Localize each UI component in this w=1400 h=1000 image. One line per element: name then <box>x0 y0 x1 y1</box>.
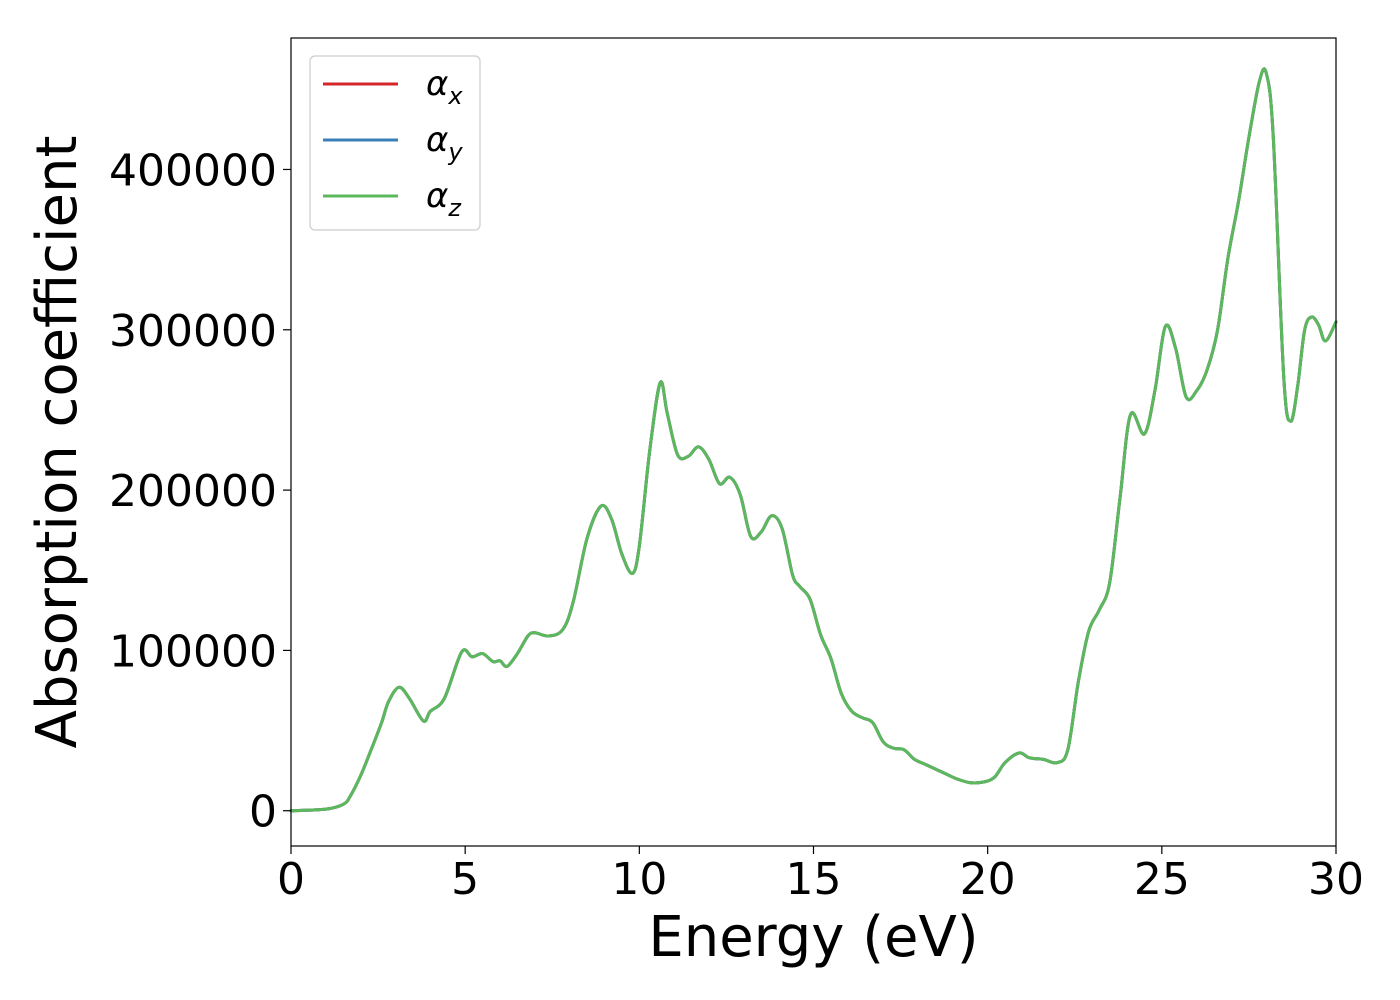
x-tick-label: 30 <box>1308 854 1364 905</box>
legend-label-y: αy <box>426 120 463 166</box>
legend: αx αy αz <box>309 55 481 231</box>
x-tick-label: 20 <box>960 854 1016 905</box>
legend-label-z: αz <box>426 176 462 222</box>
legend-box <box>309 55 481 231</box>
x-tick-label: 10 <box>611 854 667 905</box>
x-tick-label: 15 <box>786 854 842 905</box>
y-tick-label: 0 <box>249 787 277 838</box>
y-tick-label: 100000 <box>109 626 277 677</box>
y-tick-label: 200000 <box>109 466 277 517</box>
y-axis-ticks: 0 100000 200000 300000 400000 <box>109 145 291 838</box>
y-tick-label: 300000 <box>109 306 277 357</box>
x-axis-ticks: 0 5 10 15 20 25 30 <box>277 846 1364 905</box>
y-axis-label: Absorption coefficient <box>25 136 90 749</box>
legend-label-x: αx <box>426 64 463 110</box>
series-line-αz <box>289 67 1338 813</box>
x-tick-label: 0 <box>277 854 305 905</box>
x-tick-label: 5 <box>451 854 479 905</box>
x-tick-label: 25 <box>1134 854 1190 905</box>
y-tick-label: 400000 <box>109 145 277 196</box>
series-layer <box>289 67 1338 813</box>
x-axis-label: Energy (eV) <box>648 905 978 970</box>
